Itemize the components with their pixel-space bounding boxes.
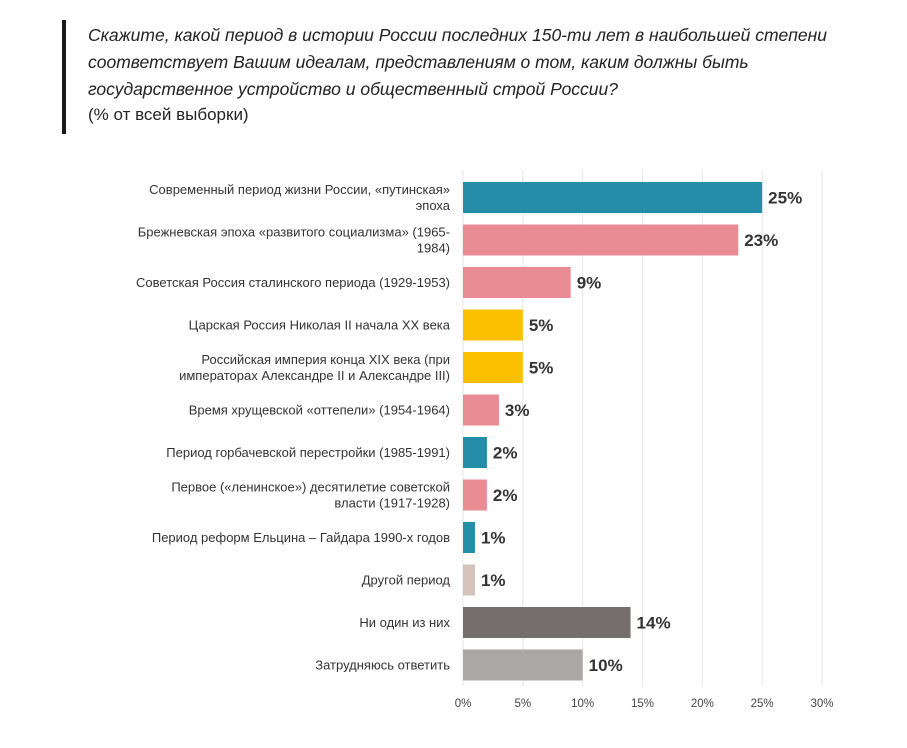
- category-label: эпоха: [416, 198, 451, 213]
- data-label: 25%: [768, 189, 802, 208]
- x-tick-label: 0%: [455, 698, 472, 710]
- category-label: Период горбачевской перестройки (1985-19…: [166, 445, 450, 460]
- bar: [463, 522, 475, 553]
- category-label: императорах Александре II и Александре I…: [179, 368, 450, 383]
- bar: [463, 479, 487, 511]
- data-label: 1%: [481, 571, 506, 590]
- x-tick-label: 15%: [631, 698, 654, 710]
- data-label: 1%: [481, 529, 506, 548]
- survey-question: Скажите, какой период в истории России п…: [88, 25, 828, 99]
- bar: [463, 267, 571, 298]
- bar: [463, 394, 499, 426]
- category-label: Брежневская эпоха «развитого социализма»…: [138, 225, 450, 240]
- category-label: Другой период: [362, 573, 451, 588]
- data-label: 14%: [637, 614, 671, 633]
- data-label: 3%: [505, 401, 530, 420]
- bar: [463, 607, 631, 638]
- data-label: 5%: [529, 316, 554, 335]
- bar: [463, 564, 475, 596]
- category-label: Время хрущевской «оттепели» (1954-1964): [189, 403, 450, 418]
- data-label: 2%: [493, 486, 518, 505]
- question-block: Скажите, какой период в истории России п…: [62, 20, 882, 134]
- data-label: 2%: [493, 444, 518, 463]
- data-label: 9%: [577, 274, 602, 293]
- category-label: Ни один из них: [359, 615, 450, 630]
- bar: [463, 224, 739, 256]
- bar: [463, 352, 523, 383]
- data-label: 5%: [529, 359, 554, 378]
- x-tick-label: 20%: [691, 698, 714, 710]
- x-tick-label: 10%: [571, 698, 594, 710]
- x-tick-label: 5%: [515, 698, 532, 710]
- bar: [463, 437, 487, 468]
- data-label: 10%: [589, 656, 623, 675]
- category-label: власти (1917-1928): [334, 496, 450, 511]
- bar: [463, 182, 763, 213]
- category-label: Современный период жизни России, «путинс…: [149, 182, 450, 197]
- data-label: 23%: [744, 231, 778, 250]
- category-label: Первое («ленинское») десятилетие советск…: [171, 480, 450, 495]
- category-label: Период реформ Ельцина – Гайдара 1990-х г…: [152, 530, 450, 545]
- sample-note: (% от всей выборки): [88, 105, 249, 124]
- category-label: 1984): [417, 241, 450, 256]
- bar: [463, 649, 583, 681]
- category-label: Затрудняюсь ответить: [315, 658, 450, 673]
- category-label: Царская Россия Николая II начала ХХ века: [189, 318, 451, 333]
- category-label: Советская Россия сталинского периода (19…: [136, 275, 450, 290]
- category-label: Российская империя конца XIX века (при: [201, 352, 450, 367]
- x-tick-label: 30%: [810, 698, 833, 710]
- x-tick-label: 25%: [751, 698, 774, 710]
- bar: [463, 309, 523, 341]
